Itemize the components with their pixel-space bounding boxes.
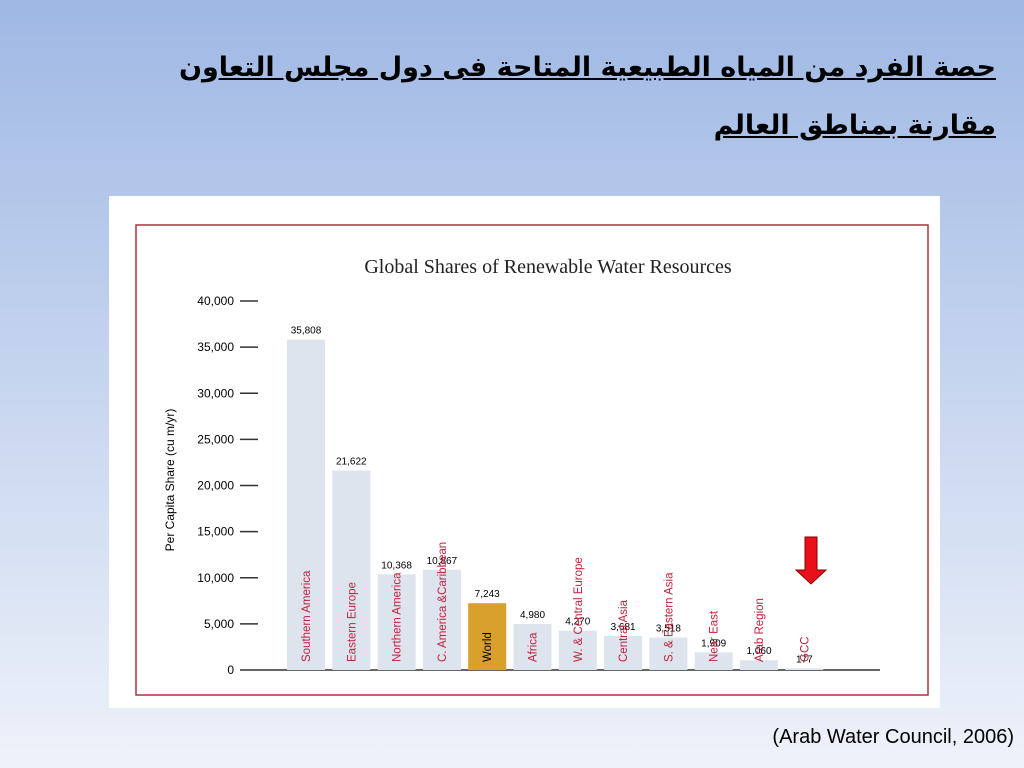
- value-label: 3,518: [656, 624, 681, 635]
- chart-title: Global Shares of Renewable Water Resourc…: [364, 256, 732, 278]
- value-label: 35,808: [291, 326, 322, 337]
- chart-frame: [135, 224, 929, 696]
- bar: [468, 603, 507, 670]
- value-label: 4,270: [565, 617, 590, 628]
- bar: [694, 652, 733, 670]
- value-label: 177: [796, 654, 813, 665]
- bar: [740, 660, 778, 670]
- bar: [287, 339, 325, 670]
- y-tick-label: 40,000: [197, 294, 234, 308]
- y-tick-label: 30,000: [197, 386, 234, 400]
- category-label: W. & Central Europe: [573, 557, 585, 662]
- bar: [332, 470, 371, 670]
- value-label: 10,368: [381, 560, 412, 571]
- y-tick-label: 25,000: [197, 432, 234, 446]
- value-label: 4,980: [520, 610, 545, 621]
- value-label: 21,622: [336, 457, 367, 468]
- category-label: Africa: [528, 632, 540, 662]
- category-label: GCC: [799, 636, 811, 662]
- bar: [558, 630, 597, 670]
- value-label: 3,681: [611, 622, 636, 633]
- chart-bg: [109, 196, 940, 708]
- bar: [422, 569, 461, 670]
- value-label: 10,867: [427, 556, 458, 567]
- bar: [377, 574, 416, 670]
- category-label: C. America &Caribbean: [437, 542, 449, 662]
- category-label: Northern America: [392, 572, 404, 662]
- y-axis-label: Per Capita Share (cu m/yr): [163, 409, 177, 552]
- bar: [785, 668, 824, 670]
- slide-title: مقارنة بمناطق العالم: [713, 110, 996, 141]
- value-label: 7,243: [475, 589, 500, 600]
- bar: [513, 624, 552, 670]
- category-label: Near East: [709, 610, 721, 662]
- y-tick-label: 5,000: [204, 617, 234, 631]
- category-label: S. & Eastern Asia: [663, 572, 675, 662]
- arrow: [794, 536, 828, 585]
- category-label: World: [482, 632, 494, 662]
- y-tick-label: 10,000: [197, 571, 234, 585]
- slide-title: حصة الفرد من المياه الطبيعية المتاحة فى …: [178, 52, 996, 83]
- y-tick-label: 0: [227, 663, 234, 677]
- source: (Arab Water Council, 2006): [772, 726, 1014, 748]
- bar: [604, 636, 643, 670]
- y-tick-label: 15,000: [197, 525, 234, 539]
- category-label: Southern America: [301, 570, 313, 662]
- category-label: Eastern Europe: [346, 582, 358, 662]
- category-label: Central Asia: [618, 599, 630, 662]
- category-label: Arab Region: [754, 598, 766, 662]
- bar: [649, 637, 688, 670]
- y-tick-label: 20,000: [197, 479, 234, 493]
- value-label: 1,060: [746, 646, 771, 657]
- value-label: 1,909: [701, 638, 726, 649]
- y-tick-label: 35,000: [197, 340, 234, 354]
